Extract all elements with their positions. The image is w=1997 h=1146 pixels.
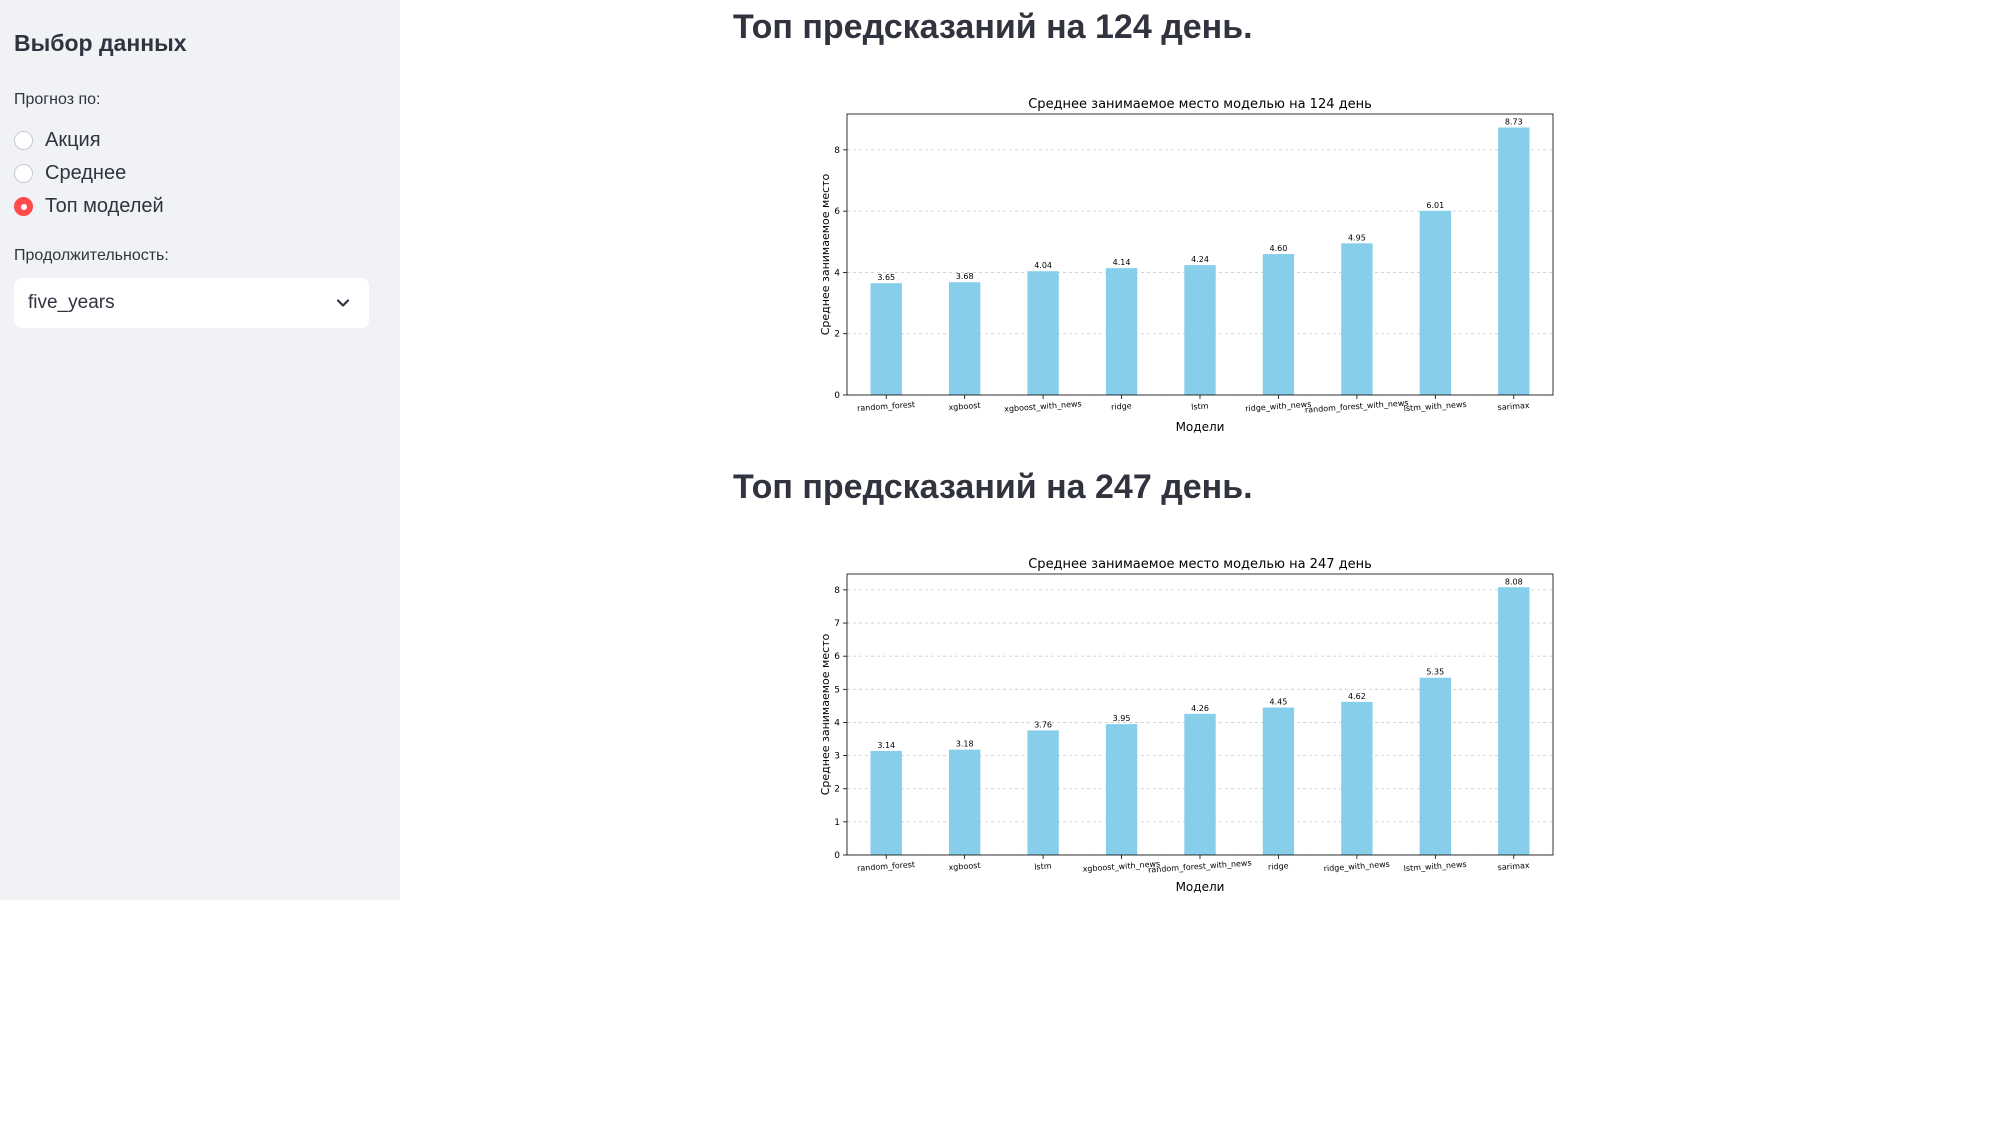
bar-value-label: 4.95 <box>1348 233 1366 242</box>
y-tick-label: 0 <box>834 391 840 401</box>
x-axis-label: Модели <box>1176 880 1225 894</box>
bar <box>870 750 902 855</box>
y-tick-label: 2 <box>834 785 840 795</box>
radio-option-label: Среднее <box>45 162 127 184</box>
chevron-down-icon <box>336 299 350 307</box>
bar <box>1341 243 1373 395</box>
chart-title: Среднее занимаемое место моделью на 124 … <box>1028 97 1372 112</box>
x-tick-label: ridge_with_news <box>1323 860 1390 874</box>
bar <box>1419 210 1452 395</box>
radio-option-top-models[interactable]: Топ моделей <box>14 190 164 223</box>
bar-value-label: 8.73 <box>1505 117 1523 126</box>
plot-frame <box>846 573 1554 856</box>
bar-value-label: 6.01 <box>1426 201 1444 210</box>
y-tick-label: 7 <box>834 619 840 629</box>
bar-chart-day-124: 0 2 4 6 8 3.65 random_forest 3.68 xgboost 4.04 xgb… <box>819 97 1554 434</box>
x-tick-label: sarimax <box>1497 401 1530 412</box>
bar <box>1184 713 1216 855</box>
x-tick-label: xgboost_with_news <box>1004 399 1082 413</box>
y-tick-label: 8 <box>834 586 840 596</box>
bar <box>1184 265 1216 395</box>
bar-value-label: 4.24 <box>1191 255 1209 264</box>
bar <box>1262 707 1295 855</box>
y-tick-label: 4 <box>834 268 840 278</box>
bar-value-label: 8.08 <box>1505 577 1523 586</box>
section-heading-day-247: Топ предсказаний на 247 день. <box>733 468 1253 506</box>
x-tick-label: random_forest_with_news <box>1305 398 1409 414</box>
y-tick-label: 8 <box>834 146 840 156</box>
bar-chart-day-247: 0 1 2 3 4 5 6 7 8 3.14 random_forest 3.18 xgboost 3.7… <box>819 557 1554 894</box>
x-tick-label: random_forest_with_news <box>1148 858 1252 874</box>
y-tick-label: 1 <box>834 818 840 828</box>
bar-value-label: 3.76 <box>1034 720 1052 729</box>
sidebar-title: Выбор данных <box>14 30 187 56</box>
y-tick-label: 3 <box>834 752 840 762</box>
radio-button-stock[interactable] <box>14 131 33 150</box>
x-tick-label: ridge_with_news <box>1245 400 1312 414</box>
bar <box>1498 587 1530 855</box>
bar <box>1419 677 1452 855</box>
radio-button-top-models[interactable] <box>14 197 33 216</box>
forecast-radio-group: Акция Среднее Топ моделей <box>14 124 164 223</box>
y-axis-label: Среднее занимаемое место <box>819 633 832 795</box>
duration-select[interactable]: five_years <box>14 278 369 328</box>
radio-option-average[interactable]: Среднее <box>14 157 164 190</box>
y-tick-label: 6 <box>834 652 840 662</box>
radio-option-stock[interactable]: Акция <box>14 124 164 157</box>
bar-value-label: 4.60 <box>1270 244 1288 253</box>
y-axis-label: Среднее занимаемое место <box>819 173 832 335</box>
bar <box>948 282 981 395</box>
duration-label: Продолжительность: <box>14 247 169 264</box>
x-tick-label: ridge <box>1268 861 1289 871</box>
bar-value-label: 3.14 <box>877 741 895 750</box>
radio-option-label: Акция <box>45 129 101 151</box>
x-tick-label: lstm_with_news <box>1403 860 1466 873</box>
bar-value-label: 3.18 <box>956 740 974 749</box>
x-tick-label: xgboost <box>948 401 981 412</box>
x-tick-label: lstm_with_news <box>1403 400 1466 413</box>
bar <box>1105 268 1138 395</box>
bar-value-label: 4.45 <box>1270 698 1288 707</box>
sidebar: Выбор данных Прогноз по: Акция Среднее Т… <box>0 0 400 900</box>
bar-value-label: 4.62 <box>1348 692 1366 701</box>
y-tick-label: 2 <box>834 330 840 340</box>
x-tick-label: xgboost <box>948 861 981 872</box>
bar-value-label: 3.65 <box>877 273 895 282</box>
section-heading-day-124: Топ предсказаний на 124 день. <box>733 8 1253 46</box>
x-tick-label: random_forest <box>857 860 916 873</box>
x-tick-label: ridge <box>1111 401 1132 411</box>
bar <box>1341 701 1373 855</box>
bar <box>870 283 902 395</box>
bar-value-label: 4.26 <box>1191 704 1209 713</box>
y-tick-label: 5 <box>834 685 840 695</box>
bar-value-label: 5.35 <box>1426 668 1444 677</box>
bar-value-label: 3.68 <box>956 272 974 281</box>
radio-option-label: Топ моделей <box>45 195 164 217</box>
plot-frame <box>846 113 1554 396</box>
bar <box>1105 724 1138 855</box>
y-tick-label: 0 <box>834 851 840 861</box>
bar <box>948 749 981 855</box>
bar <box>1498 127 1530 395</box>
x-tick-label: sarimax <box>1497 861 1530 872</box>
bar <box>1027 730 1059 855</box>
duration-select-value: five_years <box>28 292 115 313</box>
x-tick-label: lstm <box>1191 401 1209 411</box>
x-axis-label: Модели <box>1176 420 1225 434</box>
radio-button-average[interactable] <box>14 164 33 183</box>
bar-value-label: 3.95 <box>1113 714 1131 723</box>
bar-value-label: 4.04 <box>1034 261 1052 270</box>
bar <box>1027 271 1059 395</box>
x-tick-label: random_forest <box>857 400 916 413</box>
x-tick-label: lstm <box>1034 861 1052 871</box>
y-tick-label: 4 <box>834 718 840 728</box>
chart-title: Среднее занимаемое место моделью на 247 … <box>1028 557 1372 572</box>
forecast-radio-label: Прогноз по: <box>14 91 101 108</box>
bar-value-label: 4.14 <box>1113 258 1131 267</box>
bar <box>1262 254 1295 395</box>
y-tick-label: 6 <box>834 207 840 217</box>
